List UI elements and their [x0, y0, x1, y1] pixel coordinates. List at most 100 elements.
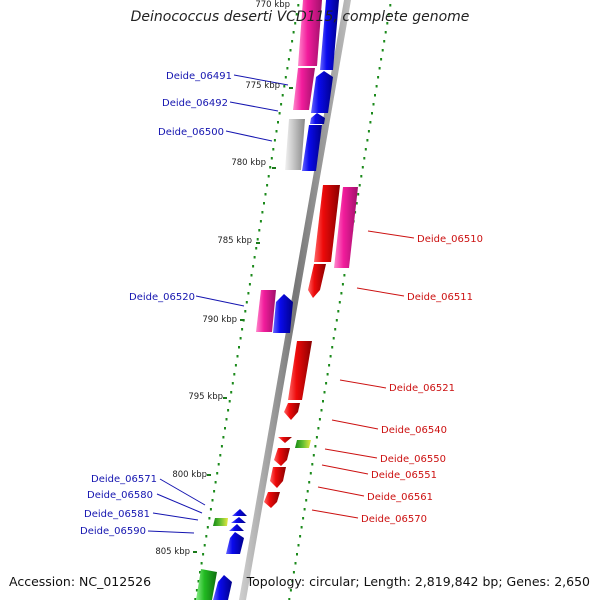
track-dot [244, 310, 247, 313]
gene-label-06540[interactable]: Deide_06540 [381, 425, 447, 436]
track-dot [358, 184, 361, 187]
track-dot [248, 283, 251, 286]
gene-label-06510[interactable]: Deide_06510 [417, 234, 483, 245]
gene-label-06500[interactable]: Deide_06500 [158, 127, 224, 138]
topology-text: Topology: circular; Length: 2,819,842 bp… [246, 574, 590, 589]
track-dot [266, 184, 269, 187]
track-dot [377, 76, 380, 79]
gene-label-06521[interactable]: Deide_06521 [389, 383, 455, 394]
track-dot [231, 382, 234, 385]
scale-label: 775 kbp [245, 81, 280, 91]
track-dot [275, 130, 278, 133]
track-dot [208, 517, 211, 520]
track-dot [315, 436, 318, 439]
track-dot [329, 355, 332, 358]
track-dot [374, 94, 376, 97]
track-dot [335, 319, 338, 322]
gene-red-06521 [288, 341, 312, 400]
track-dot [389, 4, 392, 7]
track-dot [283, 85, 286, 88]
track-dot [328, 364, 331, 367]
gene-blue-06500 [302, 125, 322, 171]
track-dot [263, 202, 265, 205]
track-dot [326, 373, 329, 376]
gene-label-06550[interactable]: Deide_06550 [380, 454, 446, 465]
gc-dotted-tracks [194, 4, 392, 601]
scale-label: 780 kbp [231, 158, 266, 168]
gene-label-06520[interactable]: Deide_06520 [129, 292, 195, 303]
track-dot [227, 409, 230, 412]
track-dot [380, 58, 383, 61]
track-dot [252, 265, 255, 268]
gene-green-bottom [196, 569, 217, 600]
gene-label-06561[interactable]: Deide_06561 [367, 492, 433, 503]
track-dot [267, 175, 270, 178]
track-dot [220, 445, 223, 448]
track-dot [378, 67, 381, 70]
track-dot [343, 274, 346, 277]
gene-label-06491[interactable]: Deide_06491 [166, 71, 232, 82]
gene-blue-06491 [311, 71, 333, 113]
track-dot [383, 40, 386, 43]
track-dot [303, 508, 306, 511]
track-dot [317, 427, 320, 430]
track-dot [245, 301, 248, 304]
gene-label-06571[interactable]: Deide_06571 [91, 474, 157, 485]
track-dot [322, 400, 324, 403]
track-dot [211, 499, 214, 502]
track-dot [387, 13, 390, 16]
track-dot [197, 580, 200, 583]
track-dot [239, 337, 242, 340]
track-dot [288, 598, 291, 601]
track-dot [202, 553, 205, 556]
track-dot [369, 121, 372, 124]
gene-label-06511[interactable]: Deide_06511 [407, 292, 473, 303]
track-dot [372, 103, 375, 106]
track-dot [230, 391, 233, 394]
gene-red-06540 [284, 403, 300, 420]
gene-label-06492[interactable]: Deide_06492 [162, 98, 228, 109]
track-dot [228, 400, 231, 403]
gene-label-06590[interactable]: Deide_06590 [80, 526, 146, 537]
gene-red-06510 [314, 185, 340, 262]
track-dot [299, 535, 302, 538]
gene-blue-06492 [310, 113, 325, 124]
gene-labels-right: Deide_06510 Deide_06511 Deide_06521 Deid… [361, 234, 483, 525]
track-dot [234, 364, 237, 367]
track-dot [300, 526, 303, 529]
track-dot [308, 481, 311, 484]
gene-pink-06510 [334, 187, 358, 268]
gene-label-06570[interactable]: Deide_06570 [361, 514, 427, 525]
track-dot [341, 283, 344, 286]
gene-blue-06580-a [232, 509, 247, 516]
track-dot [305, 499, 308, 502]
track-dot [363, 157, 366, 160]
gene-label-06580[interactable]: Deide_06580 [87, 490, 153, 501]
gene-label-06581[interactable]: Deide_06581 [84, 509, 150, 520]
gene-label-06551[interactable]: Deide_06551 [371, 470, 437, 481]
track-dot [284, 76, 287, 79]
track-dot [264, 193, 267, 196]
track-dot [320, 409, 323, 412]
track-dot [371, 112, 373, 115]
accession-text: Accession: NC_012526 [9, 574, 152, 589]
track-dot [302, 517, 305, 520]
gene-red-06511 [308, 264, 326, 298]
gene-mix-06550 [295, 440, 311, 448]
track-dot [233, 373, 236, 376]
track-dot [314, 445, 317, 448]
track-dot [206, 526, 209, 529]
track-dot [355, 202, 358, 205]
leader-lines-left [147, 74, 289, 534]
scale-labels: 770 kbp 775 kbp 780 kbp 785 kbp 790 kbp … [155, 0, 290, 557]
track-dot [291, 580, 294, 583]
genome-title: Deinococcus deserti VCD115, complete gen… [130, 9, 470, 25]
track-dot [337, 310, 340, 313]
track-dot [340, 292, 343, 295]
track-dot [318, 418, 321, 421]
track-dot [289, 49, 292, 52]
scale-label: 805 kbp [155, 547, 190, 557]
gene-pink-top [298, 0, 322, 66]
track-dot [367, 130, 370, 133]
